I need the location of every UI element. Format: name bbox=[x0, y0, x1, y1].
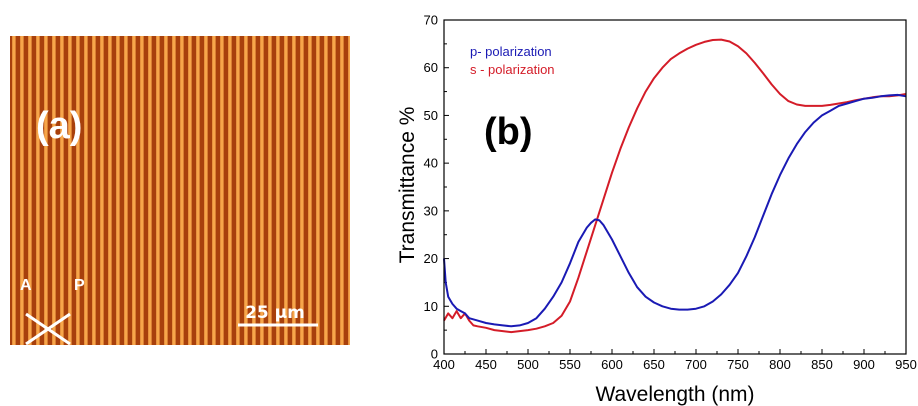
y-tick-label: 70 bbox=[424, 13, 438, 28]
micrograph-image bbox=[10, 36, 350, 345]
x-tick-label: 850 bbox=[811, 357, 833, 372]
axis-ticks: 400 450 500 550 600 650 700 750 800 850 900 950 0 10 2… bbox=[424, 13, 917, 373]
panel-a: (a) A P 25 μm bbox=[10, 36, 350, 346]
y-tick-label: 40 bbox=[424, 156, 438, 171]
x-tick-label: 700 bbox=[685, 357, 707, 372]
panel-b-label: (b) bbox=[484, 111, 533, 153]
x-tick-label: 800 bbox=[769, 357, 791, 372]
x-axis-title: Wavelength (nm) bbox=[595, 383, 754, 406]
x-tick-label: 650 bbox=[643, 357, 665, 372]
transmittance-chart: Transmittance % Wavelength (nm) (b) 400 4… bbox=[396, 13, 917, 406]
x-tick-label: 900 bbox=[853, 357, 875, 372]
scale-bar-label: 25 μm bbox=[245, 303, 305, 323]
curves bbox=[443, 38, 907, 334]
y-tick-label: 10 bbox=[424, 299, 438, 314]
x-tick-label: 400 bbox=[433, 357, 455, 372]
x-tick-label: 600 bbox=[601, 357, 623, 372]
series-line-s-polarization bbox=[443, 38, 907, 334]
crossed-polarizers-icon bbox=[25, 312, 71, 346]
legend-entry-s-polarization: s - polarization bbox=[470, 62, 555, 77]
y-tick-label: 60 bbox=[424, 60, 438, 75]
series-line-p-polarization bbox=[443, 93, 907, 328]
x-tick-label: 550 bbox=[559, 357, 581, 372]
y-tick-label: 20 bbox=[424, 251, 438, 266]
legend-entry-p-polarization: p- polarization bbox=[470, 44, 552, 59]
x-tick-label: 500 bbox=[517, 357, 539, 372]
x-tick-label: 950 bbox=[895, 357, 917, 372]
y-tick-label: 50 bbox=[424, 108, 438, 123]
analyzer-label: A bbox=[20, 277, 32, 294]
y-tick-label: 0 bbox=[431, 347, 438, 362]
legend: p- polarization s - polarization bbox=[470, 44, 555, 77]
plot-frame bbox=[443, 19, 907, 355]
panel-a-label: (a) bbox=[36, 105, 82, 147]
y-tick-label: 30 bbox=[424, 203, 438, 218]
x-tick-label: 750 bbox=[727, 357, 749, 372]
y-axis-title: Transmittance % bbox=[396, 107, 419, 264]
polarizer-label: P bbox=[74, 277, 85, 294]
x-tick-label: 450 bbox=[475, 357, 497, 372]
